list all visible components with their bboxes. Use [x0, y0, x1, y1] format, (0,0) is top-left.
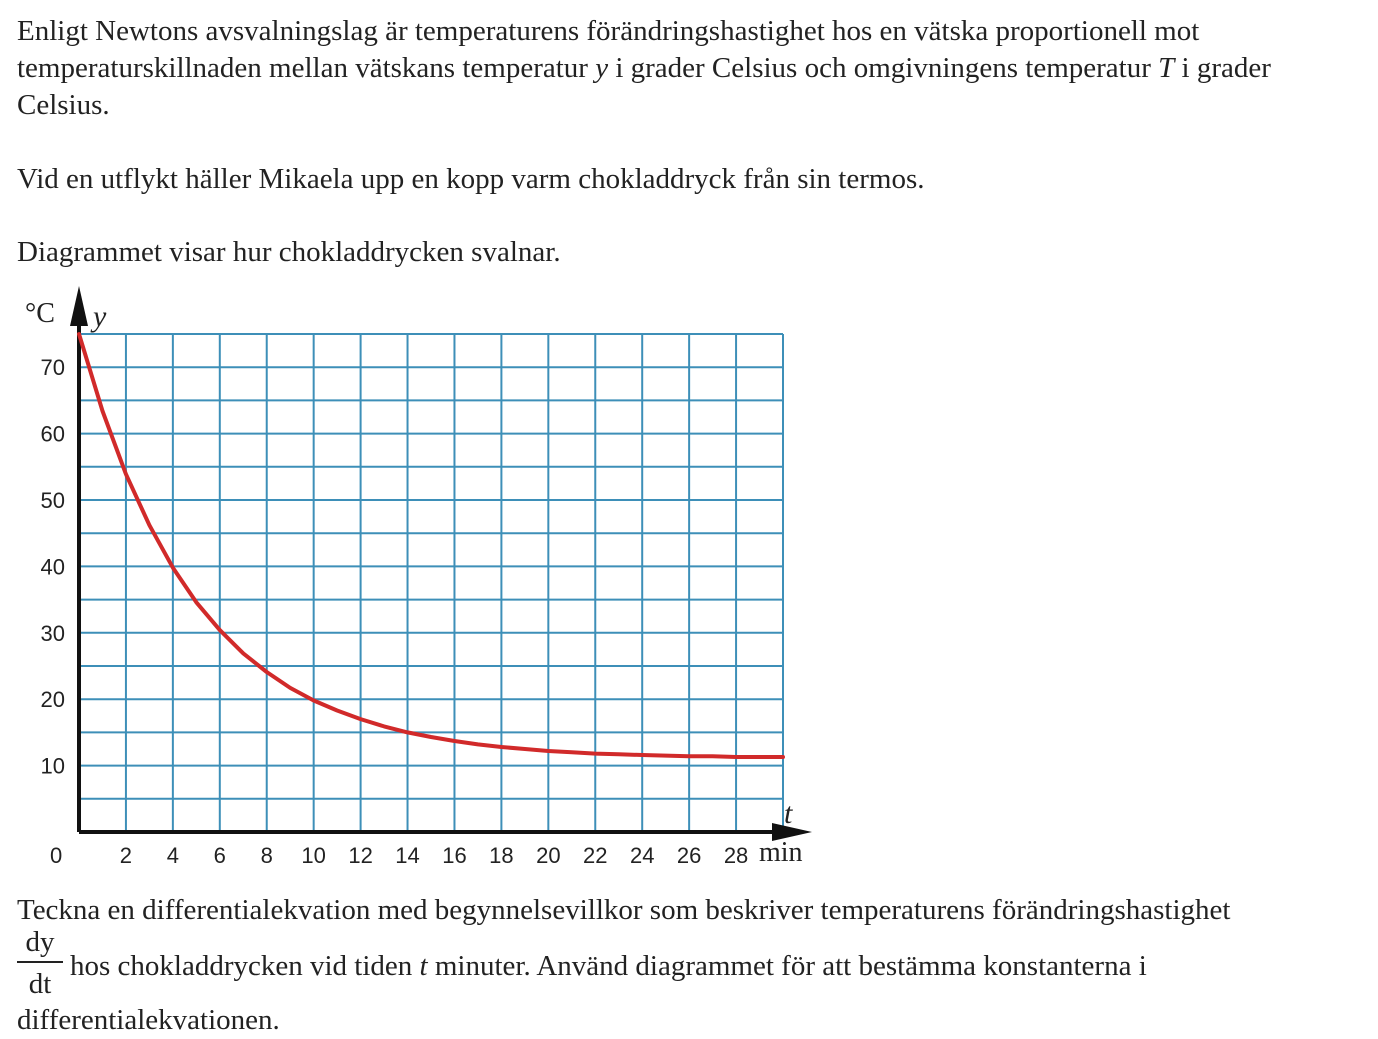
y-unit-label: °C — [25, 298, 55, 329]
y-tick-label: 10 — [41, 754, 65, 779]
x-tick-label: 22 — [583, 843, 607, 868]
x-tick-label: 18 — [489, 843, 513, 868]
y-tick-label: 60 — [41, 422, 65, 447]
x-tick-label: 16 — [442, 843, 466, 868]
x-tick-label: 8 — [261, 843, 273, 868]
question-line-1: Teckna en differentialekvation med begyn… — [17, 894, 1231, 926]
x-tick-label: 4 — [167, 843, 179, 868]
x-tick-label: 26 — [677, 843, 701, 868]
x-axis-arrow — [772, 823, 812, 841]
question-text-b: minuter. Använd diagrammet för att bestä… — [427, 950, 1147, 982]
question-text-a: hos chokladdrycken vid tiden — [70, 950, 420, 982]
cooling-curve — [77, 332, 785, 759]
intro-text-c: i grader Celsius. — [17, 52, 1271, 121]
intro-text-a: Enligt Newtons avsvalningslag är tempera… — [17, 15, 1200, 84]
x-unit-label: min — [759, 837, 803, 868]
fraction-bar — [17, 961, 63, 963]
intro-paragraph-1: Enligt Newtons avsvalningslag är tempera… — [17, 13, 1367, 124]
variable-y: y — [595, 52, 609, 84]
x-tick-label: 14 — [395, 843, 419, 868]
origin-label: 0 — [50, 843, 62, 868]
x-tick-label: 28 — [724, 843, 748, 868]
question-line-3: differentialekvationen. — [17, 1004, 280, 1036]
y-axis-arrow — [70, 286, 88, 326]
derivative-fraction: dy dt — [17, 925, 63, 1001]
chart-axes — [70, 286, 812, 841]
y-tick-label: 50 — [41, 488, 65, 513]
fraction-denominator: dt — [28, 968, 52, 1000]
x-tick-label: 12 — [348, 843, 372, 868]
x-tick-label: 2 — [120, 843, 132, 868]
x-var-label: t — [784, 797, 793, 830]
variable-t: t — [419, 950, 428, 982]
x-tick-label: 20 — [536, 843, 560, 868]
intro-text-b: i grader Celsius och omgivningens temper… — [608, 52, 1159, 84]
y-tick-label: 30 — [41, 621, 65, 646]
x-tick-label: 6 — [214, 843, 226, 868]
intro-paragraph-2: Vid en utflykt häller Mikaela upp en kop… — [17, 163, 925, 195]
chart-grid — [79, 333, 784, 832]
x-tick-label: 10 — [301, 843, 325, 868]
fraction-numerator: dy — [25, 926, 55, 958]
intro-paragraph-3: Diagrammet visar hur chokladdrycken sval… — [17, 236, 561, 268]
question-line-2: hos chokladdrycken vid tiden t minuter. … — [70, 948, 1147, 985]
variable-T: T — [1158, 52, 1175, 84]
y-var-label: y — [90, 300, 107, 333]
y-tick-label: 20 — [41, 687, 65, 712]
y-tick-label: 70 — [41, 355, 65, 380]
x-tick-label: 24 — [630, 843, 654, 868]
y-tick-label: 40 — [41, 554, 65, 579]
